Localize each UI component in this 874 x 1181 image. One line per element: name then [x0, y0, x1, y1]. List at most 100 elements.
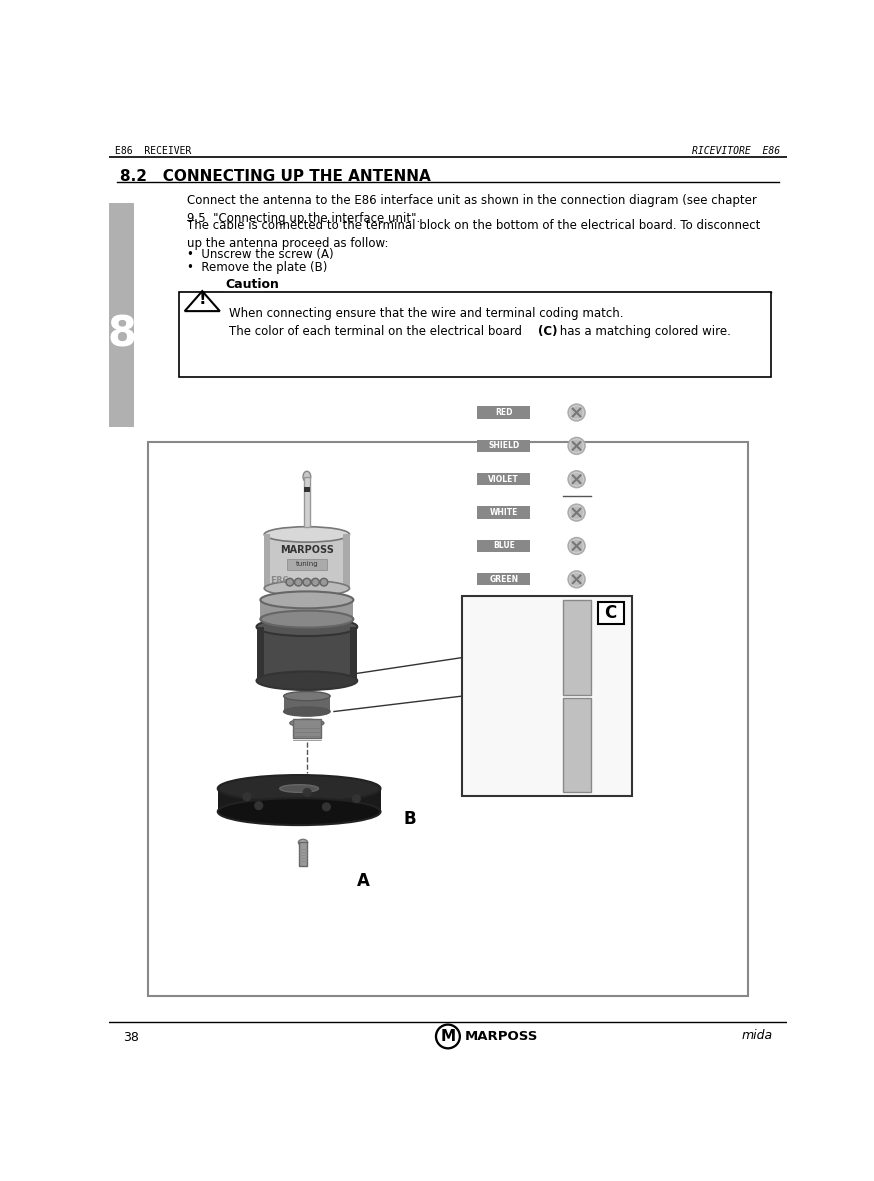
Text: !: ! [198, 291, 206, 308]
Circle shape [568, 537, 585, 554]
Circle shape [438, 1026, 458, 1046]
Bar [109, 203, 134, 426]
Text: E86  RECEIVER: E86 RECEIVER [115, 145, 191, 156]
Circle shape [570, 405, 584, 419]
Bar [304, 488, 310, 492]
Text: C: C [605, 603, 617, 622]
Text: SHIELD: SHIELD [488, 442, 519, 450]
Text: MARPOSS: MARPOSS [465, 1030, 538, 1043]
Circle shape [568, 471, 585, 488]
Text: •  Unscrew the screw (A): • Unscrew the screw (A) [187, 248, 333, 261]
Circle shape [570, 472, 584, 487]
Bar [477, 474, 530, 485]
Text: VIOLET: VIOLET [489, 475, 519, 484]
Text: 38: 38 [123, 1031, 139, 1044]
Circle shape [568, 404, 585, 420]
Text: WHITE: WHITE [489, 508, 518, 517]
Text: RICEVITORE  E86: RICEVITORE E86 [692, 145, 780, 156]
Circle shape [288, 580, 292, 585]
Text: M: M [440, 1029, 455, 1044]
Circle shape [352, 795, 360, 803]
Bar [260, 600, 353, 619]
Circle shape [571, 507, 582, 518]
Bar [598, 602, 624, 624]
Ellipse shape [284, 707, 330, 716]
Bar [179, 292, 771, 377]
Text: The color of each terminal on the electrical board: The color of each terminal on the electr… [229, 325, 526, 338]
Circle shape [571, 407, 582, 418]
Ellipse shape [264, 581, 350, 596]
Ellipse shape [264, 527, 350, 542]
Ellipse shape [218, 775, 380, 802]
Bar [350, 627, 357, 680]
Ellipse shape [256, 618, 357, 637]
Bar [477, 540, 530, 553]
Text: Connect the antenna to the E86 interface unit as shown in the connection diagram: Connect the antenna to the E86 interface… [187, 194, 757, 226]
Bar [563, 698, 591, 792]
Text: A: A [357, 872, 370, 890]
Circle shape [243, 792, 251, 801]
Text: Caution: Caution [225, 278, 280, 291]
Bar [284, 696, 330, 711]
Circle shape [303, 579, 311, 586]
Bar [563, 600, 591, 694]
Bar [287, 559, 327, 570]
Circle shape [295, 579, 302, 586]
Bar [148, 442, 748, 997]
Text: 8: 8 [108, 313, 136, 355]
Bar [299, 842, 307, 866]
Bar [477, 406, 530, 418]
Circle shape [322, 580, 326, 585]
Bar [264, 535, 270, 588]
Bar [477, 507, 530, 518]
Circle shape [311, 579, 319, 586]
Bar [293, 719, 321, 738]
Bar [477, 573, 530, 586]
Circle shape [571, 441, 582, 451]
Ellipse shape [260, 611, 353, 627]
Bar [256, 627, 264, 680]
Polygon shape [184, 291, 219, 311]
Text: The cable is connected to the terminal block on the bottom of the electrical boa: The cable is connected to the terminal b… [187, 218, 760, 249]
Ellipse shape [298, 840, 308, 846]
Text: B: B [404, 810, 416, 828]
Circle shape [435, 1024, 461, 1049]
Text: tuning: tuning [295, 561, 318, 567]
Bar [218, 789, 380, 811]
Text: mida: mida [741, 1029, 773, 1042]
Circle shape [570, 439, 584, 452]
Circle shape [296, 580, 301, 585]
Ellipse shape [256, 672, 357, 690]
Text: (C): (C) [538, 325, 558, 338]
Circle shape [568, 570, 585, 588]
Bar [461, 596, 633, 796]
Text: MARPOSS: MARPOSS [280, 544, 334, 555]
Circle shape [570, 573, 584, 586]
Circle shape [571, 474, 582, 484]
Circle shape [304, 580, 309, 585]
Bar [304, 477, 310, 527]
Text: BLUE: BLUE [493, 541, 515, 550]
Circle shape [313, 580, 318, 585]
Bar [477, 439, 530, 452]
Circle shape [571, 541, 582, 552]
Circle shape [568, 437, 585, 455]
Ellipse shape [284, 692, 330, 700]
Ellipse shape [303, 471, 311, 482]
Ellipse shape [290, 719, 324, 727]
Text: GREEN: GREEN [489, 575, 518, 583]
Circle shape [255, 802, 262, 809]
Ellipse shape [218, 798, 380, 826]
Bar [256, 627, 357, 680]
Text: 8.2   CONNECTING UP THE ANTENNA: 8.2 CONNECTING UP THE ANTENNA [120, 169, 431, 184]
Circle shape [303, 789, 311, 796]
Circle shape [320, 579, 328, 586]
Text: When connecting ensure that the wire and terminal coding match.: When connecting ensure that the wire and… [229, 307, 624, 320]
Text: RED: RED [495, 407, 512, 417]
Ellipse shape [260, 592, 353, 608]
Circle shape [571, 574, 582, 585]
Circle shape [568, 504, 585, 521]
Text: E86: E86 [270, 576, 288, 585]
Bar [343, 535, 350, 588]
Ellipse shape [280, 784, 318, 792]
